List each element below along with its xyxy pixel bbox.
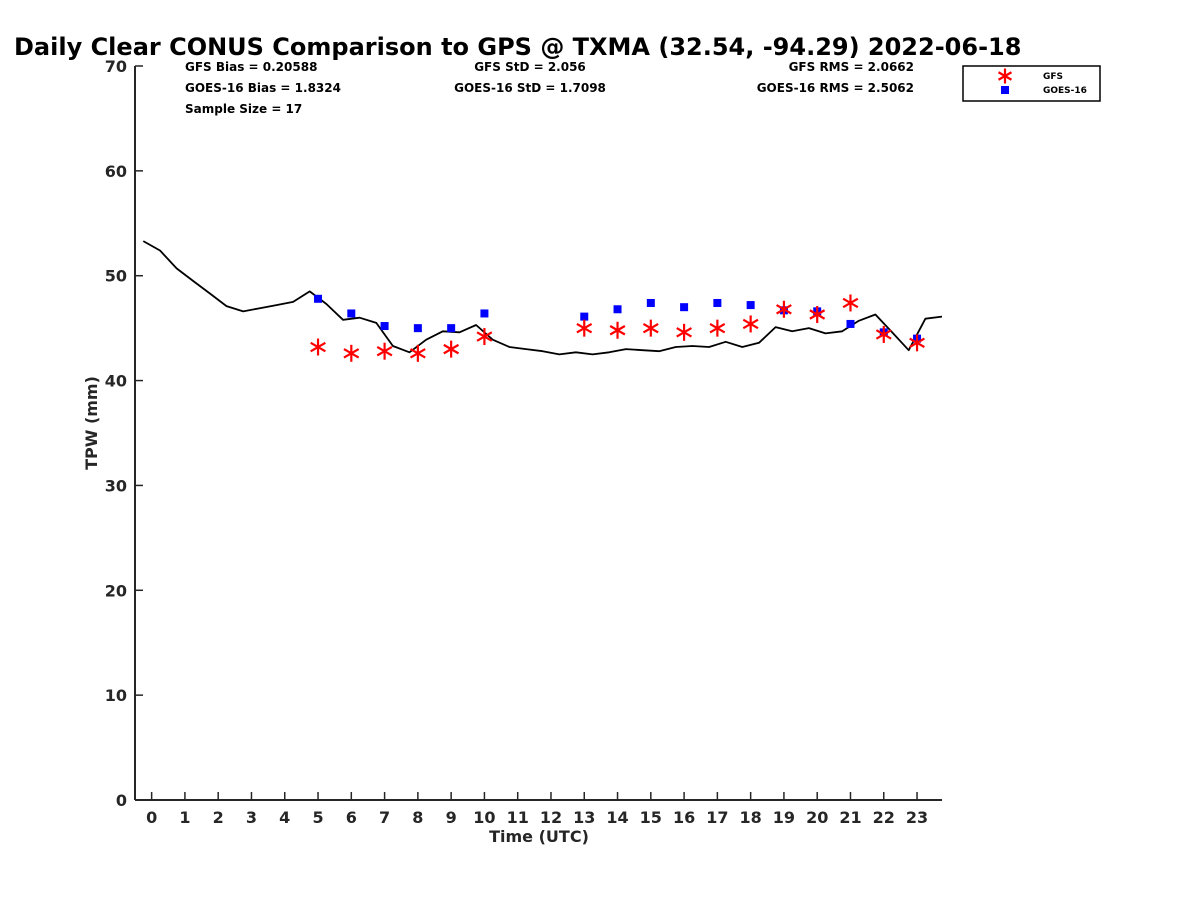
- y-tick-label: 40: [105, 372, 127, 391]
- y-tick-label: 0: [116, 791, 127, 810]
- goes-16-point: [314, 294, 323, 303]
- gfs-point: [642, 319, 659, 337]
- gfs-point: [842, 294, 859, 312]
- gfs-point: [909, 334, 925, 352]
- legend-label-gfs: GFS: [1043, 72, 1063, 82]
- goes-16-point: [480, 309, 489, 318]
- x-tick-label: 6: [346, 808, 357, 827]
- x-tick-label: 4: [279, 808, 290, 827]
- stat-goes-std: GOES-16 StD = 1.7098: [454, 81, 606, 95]
- gfs-point: [742, 315, 759, 333]
- gfs-point: [875, 325, 892, 343]
- gfs-point: [376, 342, 393, 360]
- x-tick-label: 7: [379, 808, 390, 827]
- x-tick-label: 20: [806, 808, 828, 827]
- goes-16-point: [380, 322, 389, 331]
- x-tick-label: 18: [740, 808, 762, 827]
- goes-16-point: [646, 298, 655, 307]
- plot-marks: [142, 240, 943, 362]
- gfs-point: [809, 306, 826, 324]
- y-tick-label: 50: [105, 267, 127, 286]
- gfs-point: [609, 321, 626, 339]
- y-axis-label: TPW (mm): [82, 376, 101, 470]
- x-tick-label: 9: [446, 808, 457, 827]
- y-tick-label: 60: [105, 162, 127, 181]
- x-tick-label: 17: [706, 808, 728, 827]
- gfs-point: [776, 300, 792, 318]
- stat-gfs-bias: GFS Bias = 0.20588: [185, 60, 317, 74]
- x-tick-label: 16: [673, 808, 695, 827]
- goes-16-point: [746, 301, 755, 310]
- stat-gfs-std: GFS StD = 2.056: [474, 60, 586, 74]
- x-tick-label: 19: [773, 808, 795, 827]
- gfs-point: [676, 323, 693, 341]
- gfs-point: [476, 328, 493, 346]
- y-tick-label: 20: [105, 581, 127, 600]
- gfs-point: [310, 338, 326, 356]
- goes-16-point: [413, 324, 422, 333]
- goes-16-point: [613, 305, 622, 314]
- gfs-point: [709, 319, 726, 337]
- x-tick-label: 1: [179, 808, 190, 827]
- x-tick-label: 0: [146, 808, 157, 827]
- x-tick-label: 5: [312, 808, 323, 827]
- legend-marker-goes: [1001, 86, 1009, 94]
- legend: GFS GOES-16: [962, 65, 1101, 102]
- x-tick-label: 14: [606, 808, 628, 827]
- goes-16-point: [680, 303, 689, 312]
- x-tick-label: 3: [246, 808, 257, 827]
- legend-marker-gfs: [997, 68, 1013, 84]
- x-tick-label: 11: [507, 808, 529, 827]
- gfs-point: [443, 340, 460, 358]
- x-tick-label: 13: [573, 808, 595, 827]
- gfs-point: [343, 344, 360, 362]
- goes-16-point: [713, 298, 722, 307]
- stat-goes-bias: GOES-16 Bias = 1.8324: [185, 81, 341, 95]
- x-tick-label: 22: [873, 808, 895, 827]
- x-tick-label: 21: [839, 808, 861, 827]
- gfs-point: [409, 344, 426, 362]
- goes-16-point: [580, 312, 589, 321]
- goes-16-point: [347, 309, 356, 318]
- y-tick-label: 10: [105, 686, 127, 705]
- chart-title: Daily Clear CONUS Comparison to GPS @ TX…: [14, 33, 1021, 61]
- gfs-point: [576, 319, 593, 337]
- x-axis-label: Time (UTC): [489, 827, 589, 846]
- x-tick-label: 23: [906, 808, 928, 827]
- goes-16-point: [846, 319, 855, 328]
- stat-sample-size: Sample Size = 17: [185, 102, 302, 116]
- x-tick-label: 12: [540, 808, 562, 827]
- stat-gfs-rms: GFS RMS = 2.0662: [789, 60, 914, 74]
- stat-goes-rms: GOES-16 RMS = 2.5062: [757, 81, 914, 95]
- goes-16-point: [447, 324, 456, 333]
- x-tick-label: 8: [412, 808, 423, 827]
- x-tick-label: 2: [213, 808, 224, 827]
- legend-box: [962, 65, 1101, 102]
- y-tick-label: 30: [105, 476, 127, 495]
- legend-label-goes: GOES-16: [1043, 86, 1087, 96]
- y-tick-label: 70: [105, 57, 127, 76]
- x-tick-label: 15: [640, 808, 662, 827]
- gps-series-line: [142, 240, 943, 356]
- x-tick-label: 10: [473, 808, 495, 827]
